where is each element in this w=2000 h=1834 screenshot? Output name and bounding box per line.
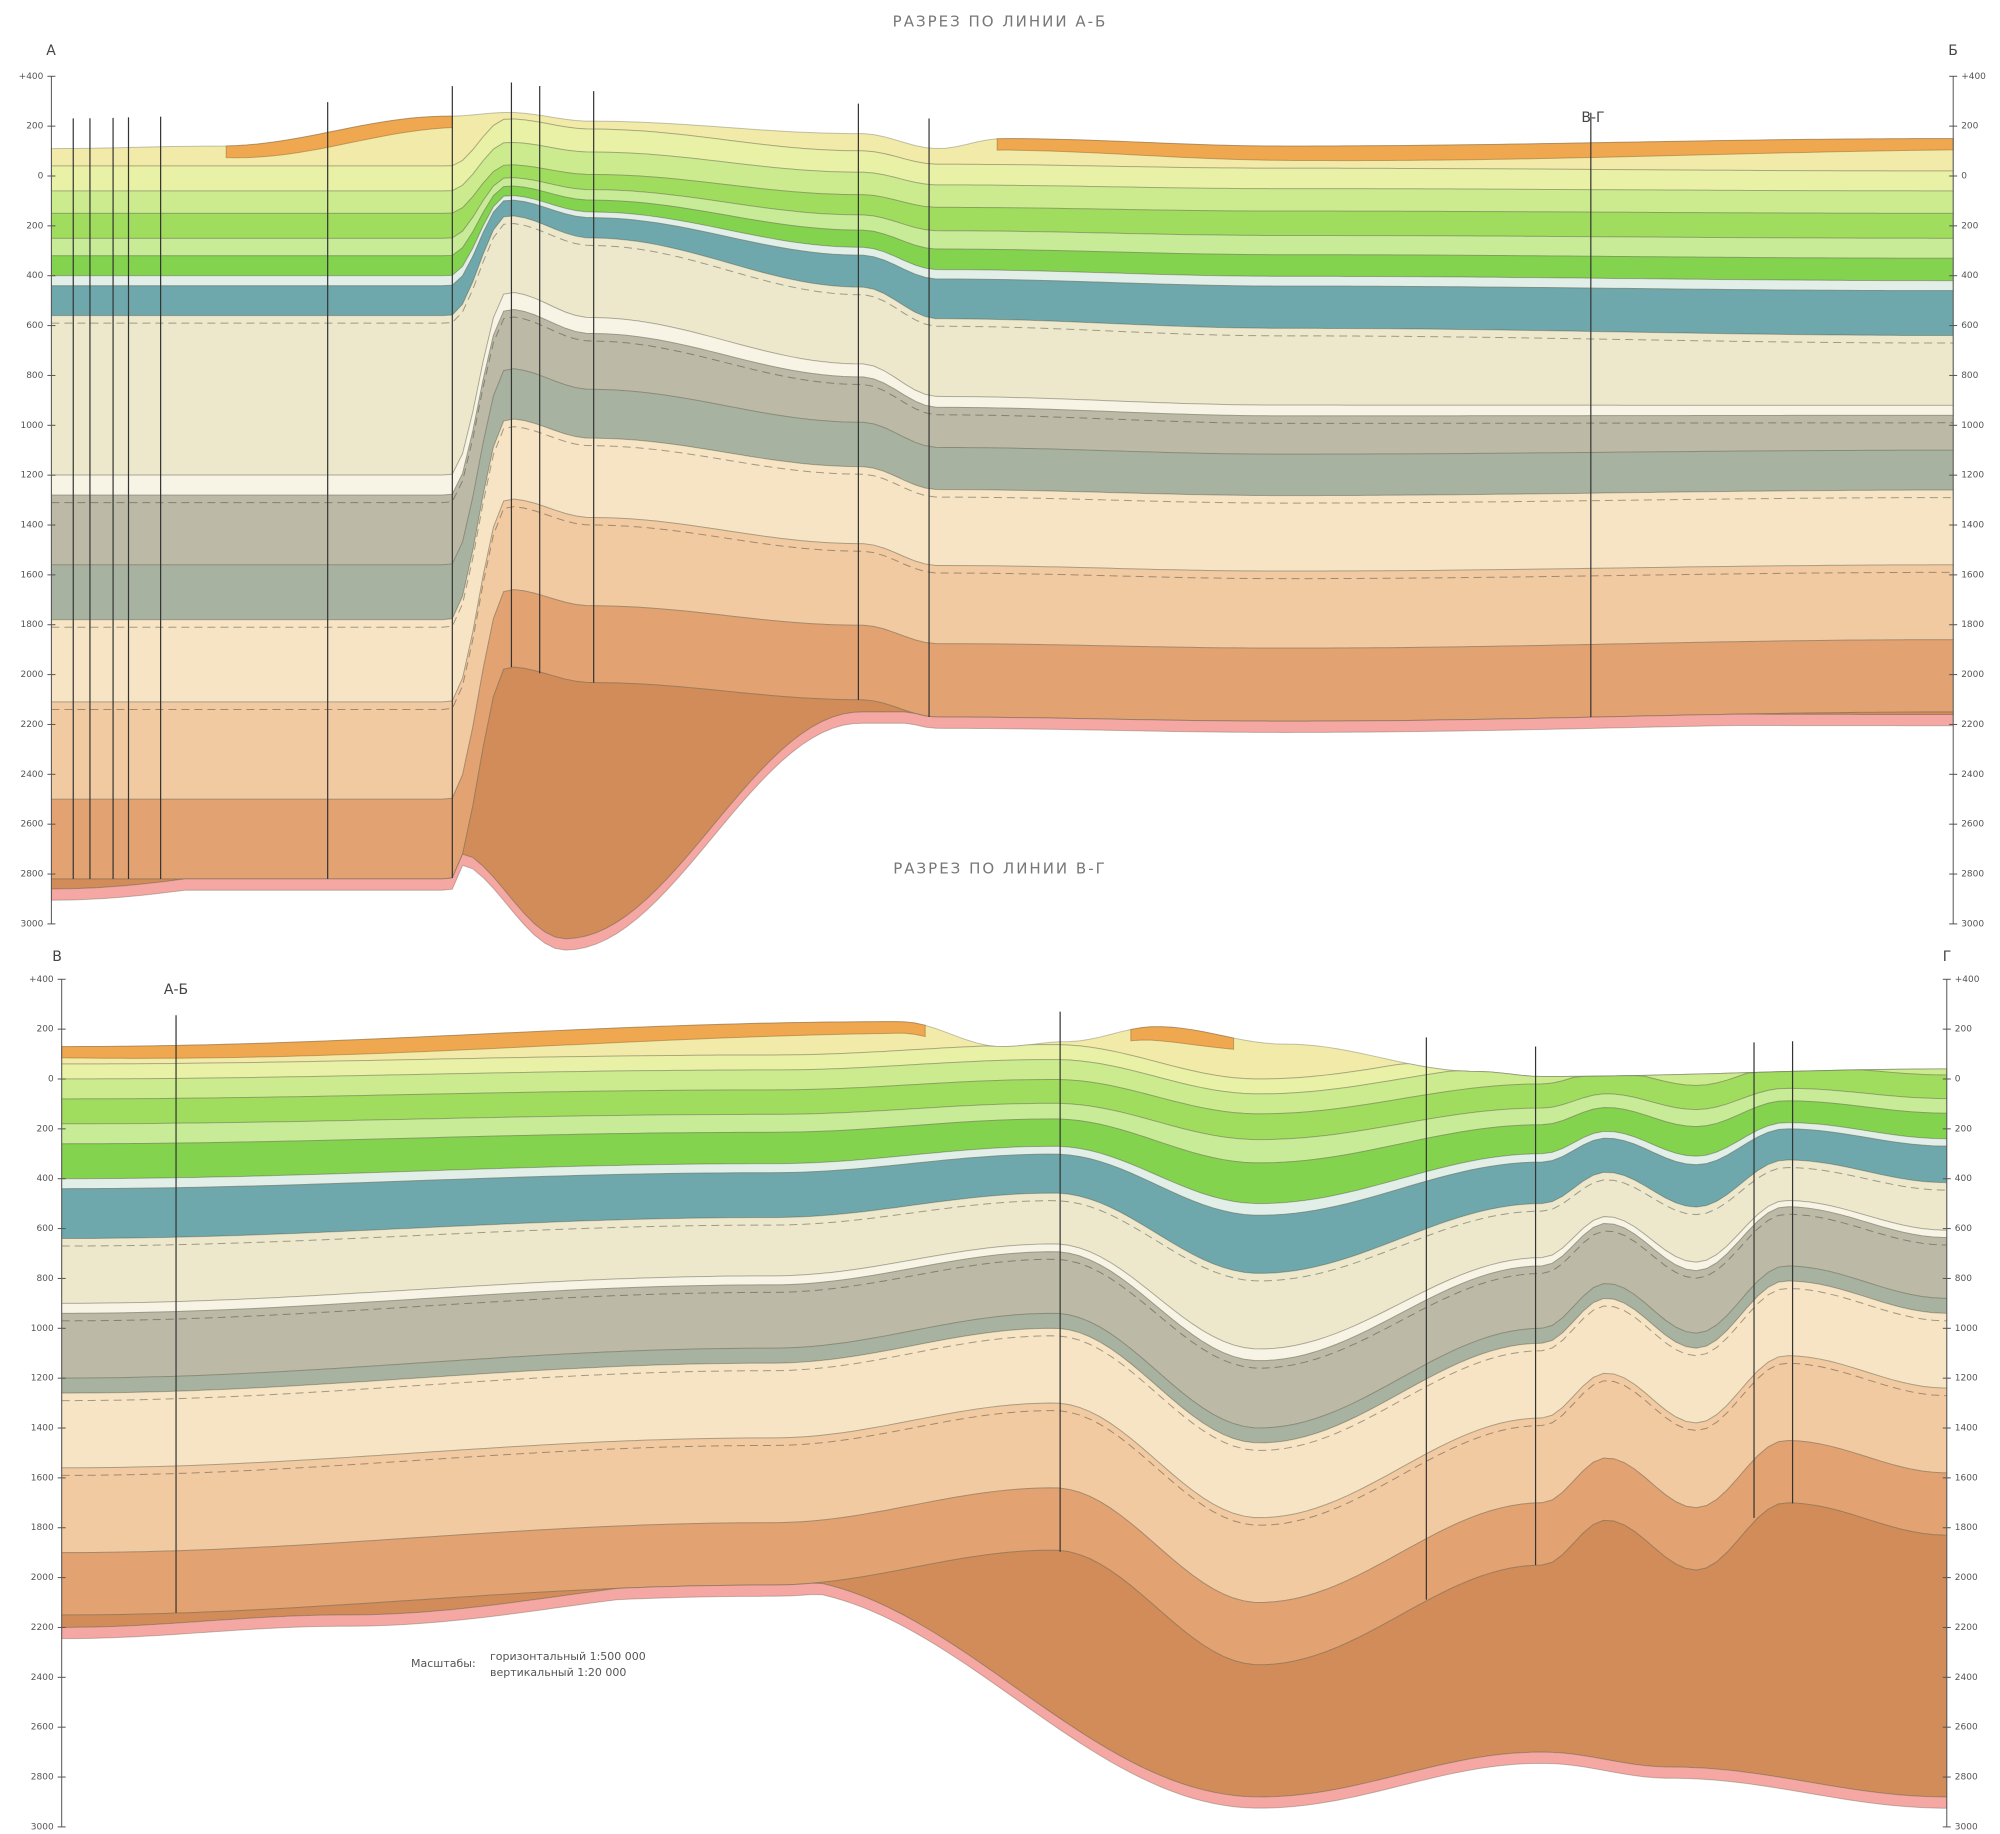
section-title: РАЗРЕЗ ПО ЛИНИИ А-Б <box>893 13 1108 31</box>
intersection-label: В-Г <box>1581 110 1604 126</box>
depth-label: 400 <box>26 271 43 281</box>
depth-label: 3000 <box>20 919 43 929</box>
depth-label: 200 <box>1961 221 1978 231</box>
depth-label: 2000 <box>1961 670 1984 680</box>
depth-label: 1400 <box>31 1424 54 1434</box>
depth-label: 1200 <box>1961 471 1984 481</box>
section-layers: +400200020040060080010001200140016001800… <box>29 975 1980 1833</box>
depth-label: 2400 <box>31 1673 54 1683</box>
depth-label: 400 <box>1955 1174 1972 1184</box>
depth-label: 1800 <box>1961 620 1984 630</box>
depth-label: 0 <box>38 172 44 182</box>
depth-label: 600 <box>1955 1224 1972 1234</box>
depth-label: 2800 <box>1961 870 1984 880</box>
depth-label: 0 <box>48 1075 54 1085</box>
depth-label: 600 <box>36 1224 53 1234</box>
dashed-boundary <box>51 426 1954 628</box>
depth-label: +400 <box>1961 72 1986 82</box>
scale-label: Масштабы: <box>411 1657 476 1670</box>
depth-label: 600 <box>1961 321 1978 331</box>
dashed-boundary <box>51 223 1954 344</box>
neogene-lens <box>61 1021 926 1059</box>
depth-label: 1400 <box>1955 1424 1978 1434</box>
depth-label: 2400 <box>20 770 43 780</box>
depth-label: 2400 <box>1961 770 1984 780</box>
depth-label: 1000 <box>1961 421 1984 431</box>
depth-label: 1800 <box>31 1523 54 1533</box>
depth-label: 2600 <box>1955 1723 1978 1733</box>
depth-label: 200 <box>36 1124 53 1134</box>
depth-label: 2000 <box>20 670 43 680</box>
depth-label: 1000 <box>20 421 43 431</box>
depth-label: +400 <box>29 975 54 985</box>
dashed-boundary <box>61 1167 1947 1282</box>
dashed-boundary <box>61 1213 1947 1369</box>
section-start: В <box>52 949 62 965</box>
neogene-lens <box>1130 1026 1235 1050</box>
section-end: Г <box>1943 949 1952 965</box>
depth-label: +400 <box>1955 975 1980 985</box>
depth-label: 1800 <box>20 620 43 630</box>
depth-label: 2600 <box>31 1723 54 1733</box>
depth-label: 1200 <box>20 471 43 481</box>
section-layers: +400200020040060080010001200140016001800… <box>19 72 1986 951</box>
depth-label: 1000 <box>31 1324 54 1334</box>
depth-label: 2800 <box>1955 1773 1978 1783</box>
depth-label: 2200 <box>31 1623 54 1633</box>
depth-label: 200 <box>26 221 43 231</box>
depth-label: 0 <box>1961 172 1967 182</box>
depth-label: 2600 <box>1961 820 1984 830</box>
depth-label: 200 <box>1955 1025 1972 1035</box>
dashed-boundary <box>51 506 1954 711</box>
depth-label: 1400 <box>20 521 43 531</box>
depth-label: 200 <box>26 122 43 132</box>
depth-label: 2200 <box>1955 1623 1978 1633</box>
depth-label: 3000 <box>31 1822 54 1832</box>
depth-label: 0 <box>1955 1075 1961 1085</box>
depth-label: 3000 <box>1955 1822 1978 1832</box>
dashed-boundary <box>61 1362 1947 1526</box>
depth-label: 1000 <box>1955 1324 1978 1334</box>
section-title: РАЗРЕЗ ПО ЛИНИИ В-Г <box>893 860 1107 878</box>
depth-label: 2200 <box>20 720 43 730</box>
depth-label: 2600 <box>20 820 43 830</box>
intersection-label: А-Б <box>164 982 188 998</box>
dashed-boundary <box>51 316 1954 504</box>
depth-label: 400 <box>1961 271 1978 281</box>
depth-label: 3000 <box>1961 919 1984 929</box>
section-start: А <box>46 43 56 59</box>
depth-label: 1600 <box>31 1473 54 1483</box>
depth-label: 2200 <box>1961 720 1984 730</box>
depth-label: 1200 <box>1955 1374 1978 1384</box>
depth-label: 200 <box>1961 122 1978 132</box>
depth-label: 200 <box>36 1025 53 1035</box>
depth-label: 400 <box>36 1174 53 1184</box>
depth-label: 2000 <box>1955 1573 1978 1583</box>
depth-label: +400 <box>19 72 44 82</box>
depth-label: 1600 <box>1955 1473 1978 1483</box>
depth-label: 600 <box>26 321 43 331</box>
depth-label: 1400 <box>1961 521 1984 531</box>
depth-label: 1600 <box>20 570 43 580</box>
section-end: Б <box>1948 43 1958 59</box>
scale-vertical: вертикальный 1:20 000 <box>490 1666 626 1679</box>
dashed-boundary <box>61 1287 1947 1451</box>
depth-label: 2800 <box>31 1773 54 1783</box>
depth-label: 2400 <box>1955 1673 1978 1683</box>
depth-label: 800 <box>1955 1274 1972 1284</box>
depth-label: 1200 <box>31 1374 54 1384</box>
depth-label: 800 <box>36 1274 53 1284</box>
depth-label: 1800 <box>1955 1523 1978 1533</box>
depth-label: 800 <box>1961 371 1978 381</box>
depth-label: 2000 <box>31 1573 54 1583</box>
depth-label: 200 <box>1955 1124 1972 1134</box>
depth-label: 800 <box>26 371 43 381</box>
depth-label: 1600 <box>1961 570 1984 580</box>
scale-horizontal: горизонтальный 1:500 000 <box>490 1650 646 1663</box>
depth-label: 2800 <box>20 870 43 880</box>
